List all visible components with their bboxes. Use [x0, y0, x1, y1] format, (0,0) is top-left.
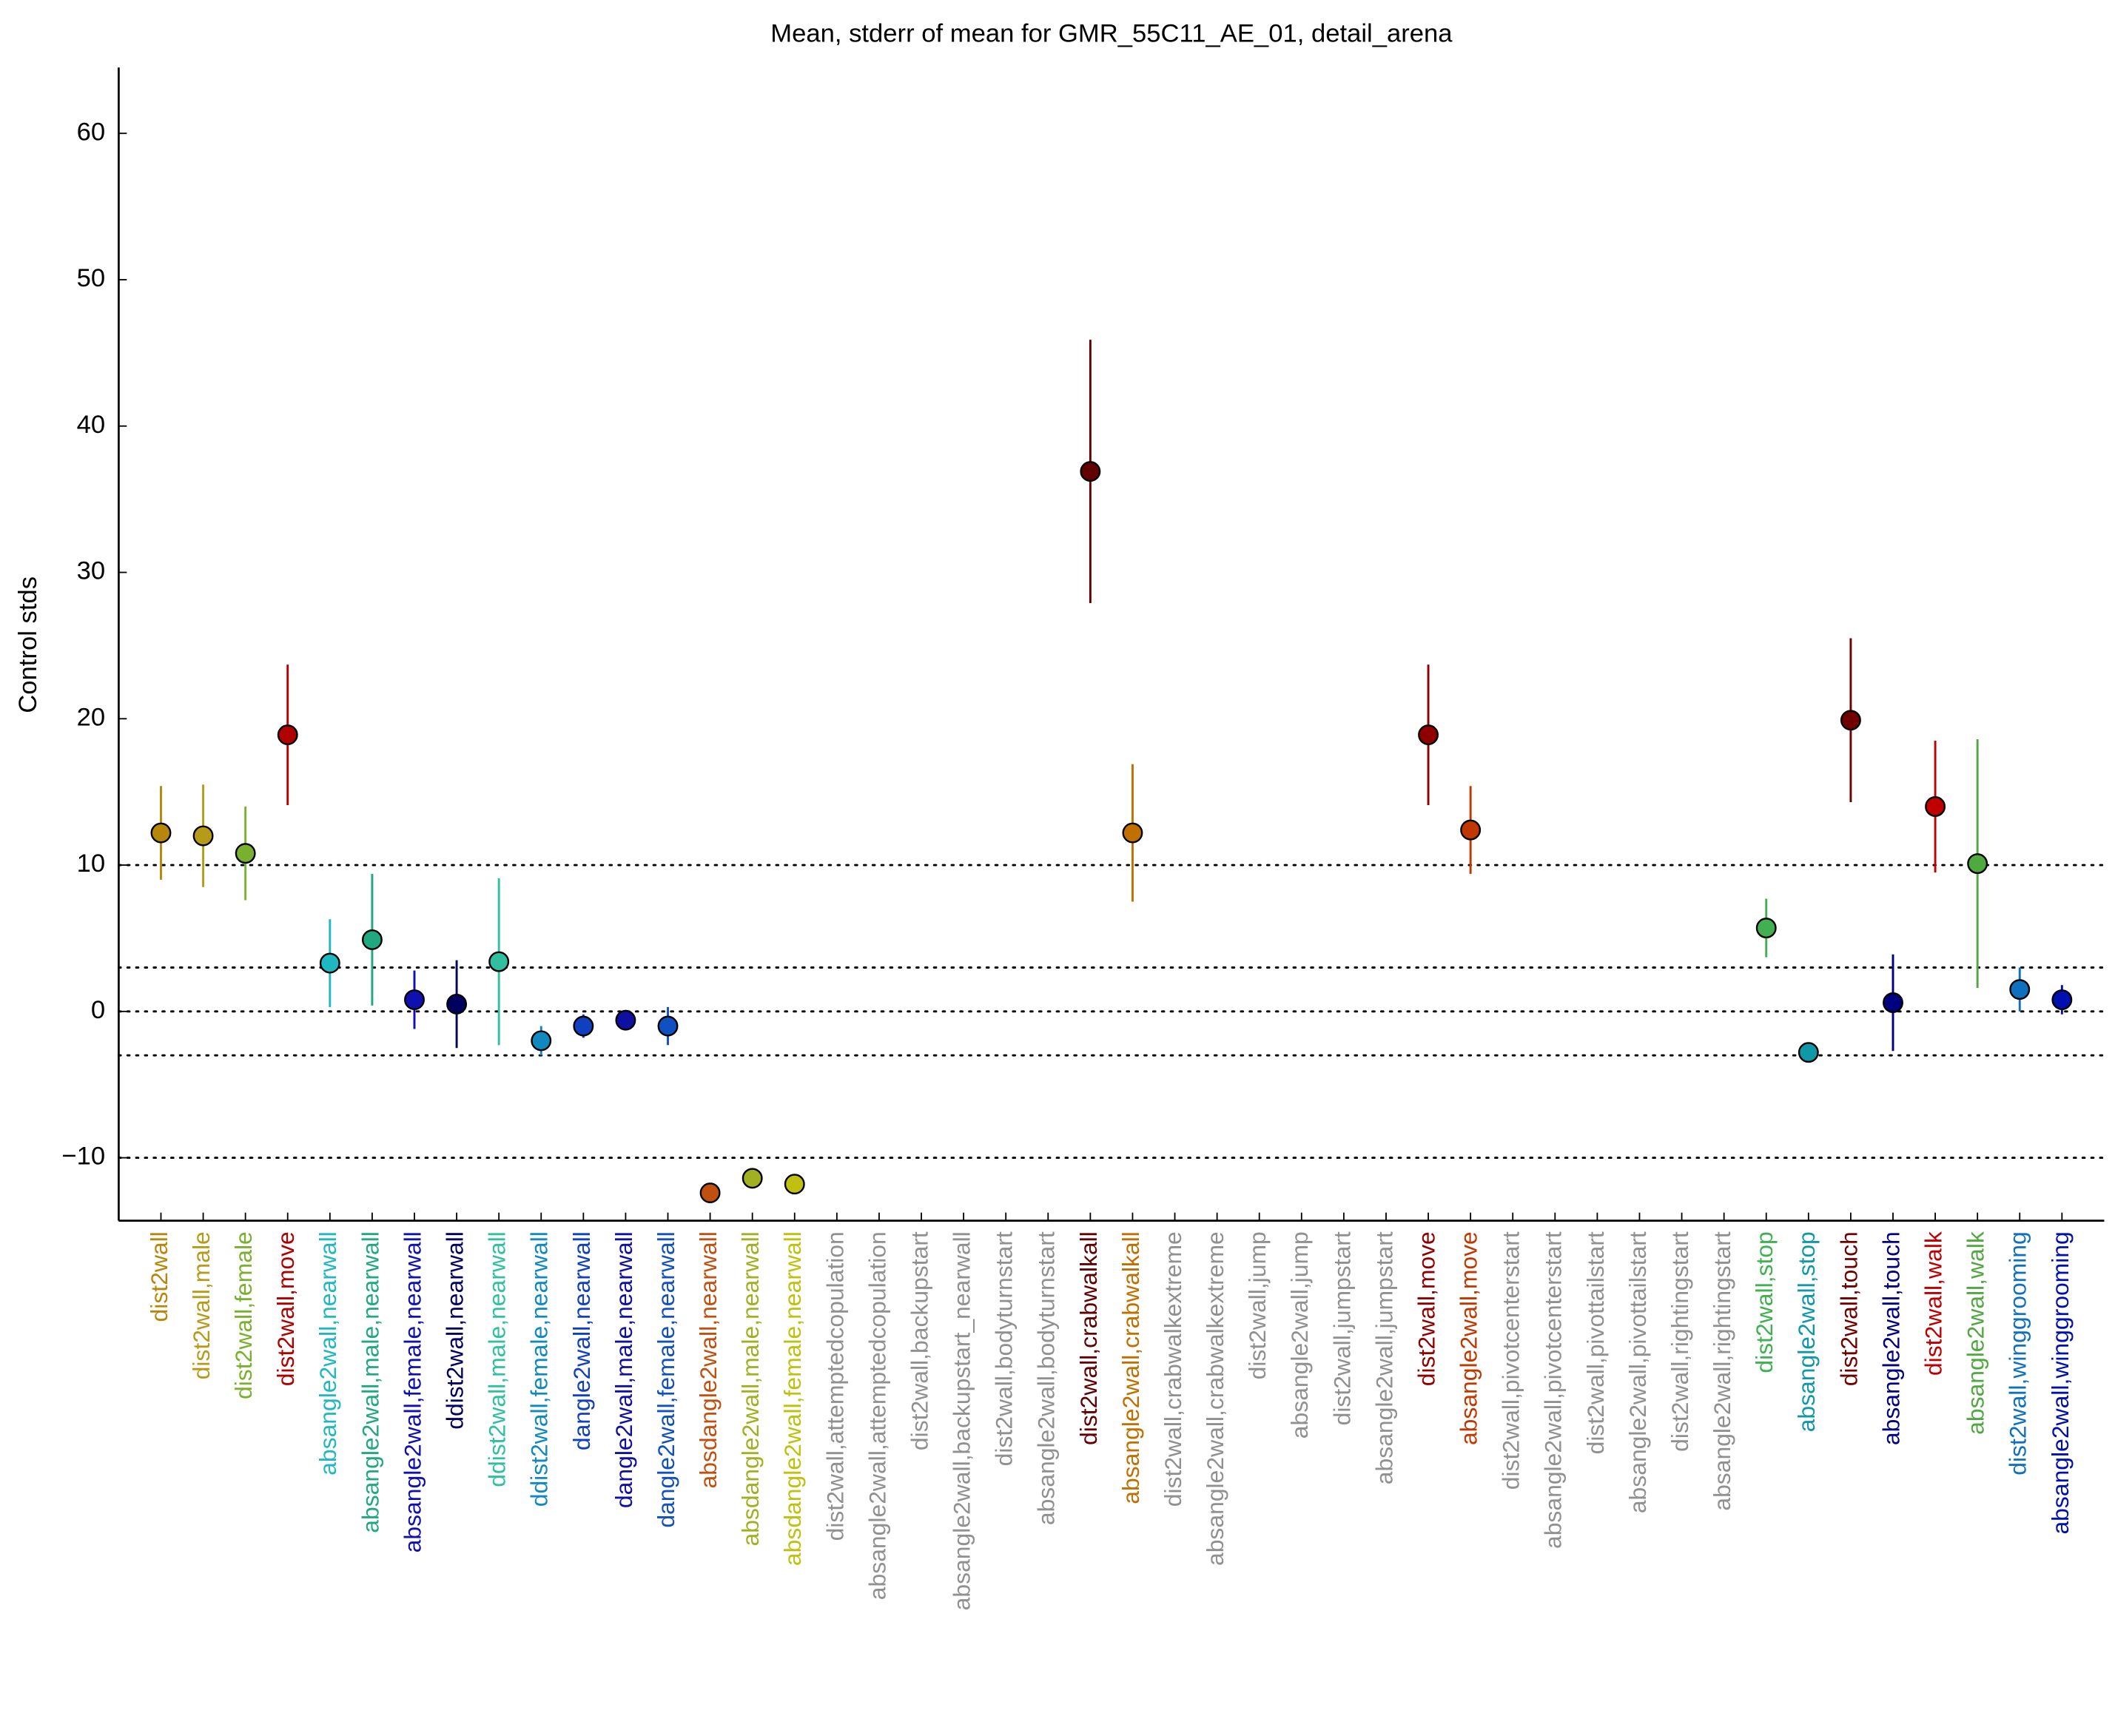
x-tick-label: dangle2wall,female,nearwall — [653, 1231, 679, 1527]
y-tick-label: 20 — [77, 703, 106, 731]
y-tick-label: 30 — [77, 557, 106, 585]
mean-marker — [488, 951, 510, 972]
y-tick-label: 10 — [77, 850, 106, 878]
x-tick-label: absangle2wall,move — [1456, 1231, 1482, 1445]
x-tick-label: absangle2wall,pivotcenterstart — [1540, 1231, 1567, 1549]
x-tick-label: absangle2wall,bodyturnstart — [1033, 1231, 1060, 1525]
mean-marker — [404, 989, 425, 1010]
x-tick-label: absangle2wall,walk — [1963, 1231, 1989, 1435]
mean-marker — [742, 1168, 763, 1189]
x-tick-label: ddist2wall,female,nearwall — [526, 1231, 553, 1507]
y-tick-label: 0 — [91, 996, 105, 1024]
x-tick-label: dist2wall,bodyturnstart — [991, 1231, 1018, 1466]
x-tick-label: dist2wall,attemptedcopulation — [821, 1231, 848, 1541]
x-tick-label: dist2wall,rightingstart — [1667, 1231, 1693, 1452]
x-tick-label: dist2wall,touch — [1835, 1231, 1862, 1386]
x-tick-label: dist2wall,crabwalkextreme — [1160, 1231, 1186, 1507]
x-tick-label: absangle2wall,jump — [1286, 1231, 1313, 1439]
mean-marker — [699, 1182, 721, 1204]
x-tick-label: absangle2wall,jumpstart — [1371, 1231, 1397, 1484]
y-tick-label: −10 — [61, 1143, 105, 1171]
x-tick-label: dangle2wall,nearwall — [568, 1231, 595, 1450]
mean-marker — [1798, 1042, 1819, 1063]
x-tick-label: absdangle2wall,female,nearwall — [779, 1231, 806, 1566]
x-tick-label: absangle2wall,male,nearwall — [357, 1231, 383, 1533]
y-tick-label: 50 — [77, 264, 106, 292]
mean-marker — [150, 822, 172, 844]
x-tick-label: absangle2wall,backupstart_nearwall — [949, 1231, 975, 1610]
x-tick-label: absangle2wall,pivottailstart — [1624, 1231, 1651, 1513]
mean-marker — [1080, 461, 1101, 482]
x-tick-label: absangle2wall,stop — [1793, 1231, 1820, 1432]
y-axis-label: Control stds — [14, 576, 42, 713]
y-tick-label: 60 — [77, 118, 106, 146]
mean-marker — [1418, 724, 1439, 745]
mean-marker — [615, 1009, 636, 1031]
x-tick-label: dangle2wall,male,nearwall — [611, 1231, 637, 1508]
x-tick-label: absangle2wall,winggrooming — [2047, 1231, 2074, 1534]
x-tick-label: absangle2wall,touch — [1877, 1231, 1904, 1445]
mean-marker — [2051, 989, 2073, 1010]
x-tick-label: dist2wall,move — [1413, 1231, 1439, 1386]
mean-marker — [446, 993, 468, 1015]
x-tick-label: absangle2wall,crabwalkextreme — [1202, 1231, 1228, 1566]
x-tick-label: dist2wall,stop — [1751, 1231, 1778, 1373]
x-tick-label: absdangle2wall,male,nearwall — [737, 1231, 764, 1546]
x-tick-label: dist2wall — [146, 1231, 172, 1322]
x-tick-label: dist2wall,walk — [1920, 1231, 1946, 1376]
x-tick-label: dist2wall,pivottailstart — [1582, 1231, 1609, 1454]
x-tick-label: absangle2wall,female,nearwall — [399, 1231, 426, 1552]
mean-marker — [235, 843, 256, 864]
mean-marker — [531, 1030, 552, 1052]
x-tick-label: dist2wall,winggrooming — [2005, 1231, 2031, 1476]
mean-marker — [1925, 796, 1946, 817]
mean-marker — [277, 724, 298, 745]
mean-marker — [1840, 710, 1861, 731]
mean-marker — [192, 825, 214, 847]
x-tick-label: dist2wall,male — [188, 1231, 215, 1379]
mean-marker — [1967, 853, 1988, 875]
x-tick-label: dist2wall,pivotcenterstart — [1498, 1231, 1524, 1490]
x-tick-label: ddist2wall,nearwall — [442, 1231, 468, 1430]
chart-title: Mean, stderr of mean for GMR_55C11_AE_01… — [770, 20, 1453, 48]
x-tick-label: dist2wall,crabwalkall — [1075, 1231, 1102, 1445]
x-tick-label: dist2wall,female — [230, 1231, 257, 1399]
mean-marker — [1122, 822, 1143, 844]
mean-marker — [319, 952, 340, 974]
x-tick-label: absangle2wall,attemptedcopulation — [864, 1231, 890, 1600]
mean-marker — [657, 1015, 679, 1037]
x-tick-label: absangle2wall,rightingstart — [1709, 1231, 1735, 1511]
x-tick-label: ddist2wall,male,nearwall — [484, 1231, 511, 1487]
x-tick-label: dist2wall,backupstart — [906, 1231, 932, 1450]
mean-marker — [1883, 992, 1903, 1013]
mean-marker — [573, 1015, 594, 1037]
mean-marker — [1460, 819, 1482, 841]
x-tick-label: absdangle2wall,nearwall — [695, 1231, 722, 1488]
x-tick-label: absangle2wall,crabwalkall — [1117, 1231, 1144, 1504]
mean-marker — [784, 1174, 805, 1195]
x-tick-label: dist2wall,jumpstart — [1328, 1231, 1355, 1425]
x-tick-label: dist2wall,jump — [1244, 1231, 1271, 1379]
y-tick-label: 40 — [77, 411, 106, 439]
x-tick-label: dist2wall,move — [272, 1231, 299, 1386]
mean-marker — [361, 929, 383, 950]
mean-marker — [2009, 979, 2031, 1000]
x-tick-label: absangle2wall,nearwall — [315, 1231, 341, 1476]
mean-marker — [1755, 918, 1777, 939]
